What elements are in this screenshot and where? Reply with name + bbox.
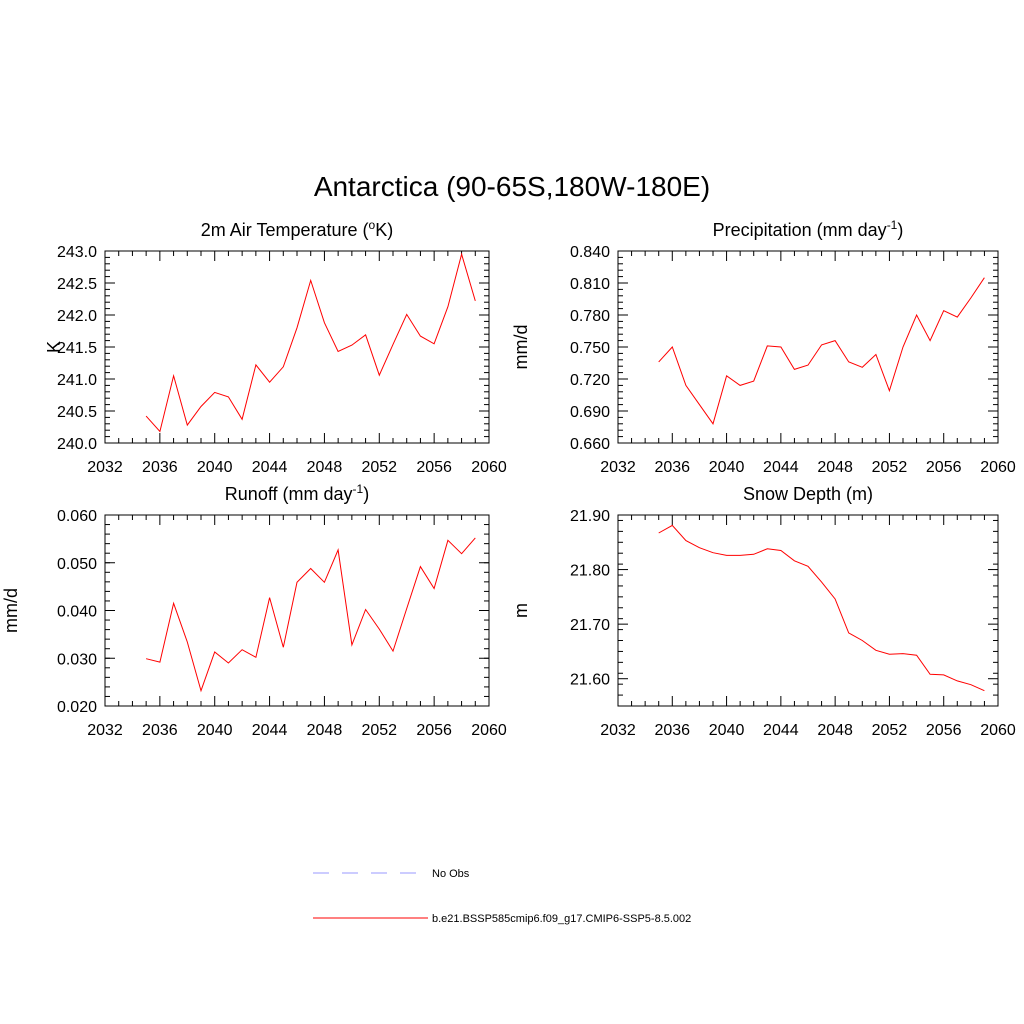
y-tick-label: 0.020	[57, 699, 97, 716]
y-tick-label: 0.840	[570, 244, 610, 261]
y-tick-label: 0.690	[570, 404, 610, 421]
series-line	[145, 252, 476, 433]
x-tick-label: 2032	[600, 459, 636, 476]
chart-panel-2: Precipitation (mm day-1) 2032 2036 2040 2044…	[511, 218, 1016, 476]
x-tick-label: 2048	[817, 459, 853, 476]
x-tick-label: 2048	[307, 459, 343, 476]
y-tick-label: 0.720	[570, 372, 610, 389]
y-tick-label: 242.5	[57, 276, 97, 293]
y-axis-label: K	[44, 341, 64, 353]
x-tick-label: 2048	[817, 722, 853, 739]
chart-panel-3: Runoff (mm day-1) 2032 2036 2040 2044 2048 205…	[1, 482, 507, 739]
y-tick-label: 0.050	[57, 556, 97, 573]
x-tick-label: 2032	[87, 459, 123, 476]
x-tick-label: 2044	[252, 722, 288, 739]
x-tick-label: 2036	[654, 722, 690, 739]
x-tick-label: 2032	[87, 722, 123, 739]
x-tick-label: 2056	[926, 722, 962, 739]
y-tick-label: 21.80	[570, 563, 610, 580]
y-tick-label: 21.90	[570, 508, 610, 525]
y-tick-label: 0.750	[570, 340, 610, 357]
y-tick-label: 0.030	[57, 651, 97, 668]
x-tick-label: 2040	[197, 459, 233, 476]
y-axis-label: mm/d	[1, 588, 21, 633]
legend-label-no-obs: No Obs	[432, 868, 470, 880]
y-tick-label: 240.5	[57, 404, 97, 421]
plot-frame	[617, 514, 999, 707]
y-tick-label: 241.0	[57, 372, 97, 389]
panel-title: Runoff (mm day-1)	[225, 482, 369, 504]
x-tick-label: 2036	[654, 459, 690, 476]
x-tick-label: 2052	[361, 459, 397, 476]
x-tick-label: 2044	[763, 459, 799, 476]
y-tick-label: 21.70	[570, 617, 610, 634]
panel-title: Precipitation (mm day-1)	[713, 218, 904, 240]
x-tick-label: 2044	[252, 459, 288, 476]
panel-title: 2m Air Temperature (oK)	[201, 218, 393, 240]
x-tick-label: 2040	[197, 722, 233, 739]
series-line	[658, 524, 985, 692]
x-tick-label: 2060	[471, 722, 507, 739]
y-tick-label: 0.810	[570, 276, 610, 293]
y-tick-label: 0.660	[570, 436, 610, 453]
panel-title: Snow Depth (m)	[743, 484, 873, 504]
x-tick-label: 2036	[142, 459, 178, 476]
plot-frame	[104, 250, 490, 444]
plot-frame	[104, 514, 490, 707]
legend: No Obs b.e21.BSSP585cmip6.f09_g17.CMIP6-…	[313, 868, 691, 925]
x-tick-label: 2036	[142, 722, 178, 739]
figure-title: Antarctica (90-65S,180W-180E)	[314, 171, 710, 202]
x-tick-label: 2040	[709, 459, 745, 476]
y-tick-label: 241.5	[57, 340, 97, 357]
plot-frame	[617, 250, 999, 444]
y-tick-label: 243.0	[57, 244, 97, 261]
x-tick-label: 2032	[600, 722, 636, 739]
y-tick-label: 0.780	[570, 308, 610, 325]
y-axis-label: m	[511, 603, 531, 618]
chart-panel-1: 2m Air Temperature (oK) 2032 2036 2040 2044 2…	[44, 218, 507, 476]
y-tick-label: 240.0	[57, 436, 97, 453]
y-tick-label: 0.040	[57, 604, 97, 621]
series-line	[658, 277, 985, 425]
x-tick-label: 2056	[416, 459, 452, 476]
x-tick-label: 2056	[926, 459, 962, 476]
y-tick-label: 21.60	[570, 672, 610, 689]
x-tick-label: 2060	[471, 459, 507, 476]
y-tick-label: 0.060	[57, 508, 97, 525]
x-tick-label: 2056	[416, 722, 452, 739]
x-tick-label: 2048	[307, 722, 343, 739]
x-tick-label: 2052	[872, 722, 908, 739]
x-tick-label: 2060	[980, 459, 1016, 476]
x-tick-label: 2044	[763, 722, 799, 739]
y-axis-label: mm/d	[511, 325, 531, 370]
x-tick-label: 2040	[709, 722, 745, 739]
series-line	[145, 537, 476, 693]
chart-panel-4: Snow Depth (m) 2032 2036 2040 2044 2048 2052 20…	[511, 484, 1016, 739]
x-tick-label: 2052	[361, 722, 397, 739]
y-tick-label: 242.0	[57, 308, 97, 325]
legend-label-model: b.e21.BSSP585cmip6.f09_g17.CMIP6-SSP5-8.…	[432, 913, 691, 925]
x-tick-label: 2060	[980, 722, 1016, 739]
x-tick-label: 2052	[872, 459, 908, 476]
